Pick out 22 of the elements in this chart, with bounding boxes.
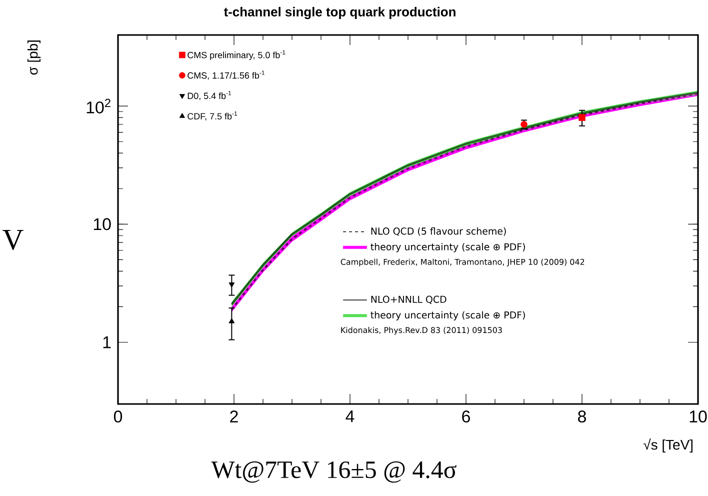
y-tick-label: 10$^{2}$	[86, 98, 110, 114]
legend-label: theory uncertainty (scale ⊕ PDF)	[370, 243, 525, 252]
x-tick-label: 10	[690, 410, 707, 423]
chart-title: t-channel single top quark production	[224, 6, 456, 20]
x-tick-label: 6	[462, 410, 470, 423]
legend-label: NLO QCD (5 flavour scheme)	[371, 227, 506, 236]
legend-label: theory uncertainty (scale ⊕ PDF)	[370, 311, 525, 320]
text: V	[2, 230, 24, 250]
x-tick-label: 0	[114, 410, 122, 423]
y-tick-label: 10	[94, 218, 111, 230]
x-axis-title: √s [TeV]	[644, 438, 692, 452]
y-axis-title: σ [pb]	[27, 40, 40, 75]
x-tick-label: 2	[230, 410, 238, 422]
legend-label: NLO+NNLL QCD	[371, 296, 446, 304]
legend-label: D0, 5.4 fb$^{-1}$	[188, 91, 232, 100]
x-tick-label: 8	[578, 410, 586, 423]
legend-label: CMS preliminary, 5.0 fb$^{-1}$	[188, 50, 286, 60]
legend-label: CMS, 1.17/1.56 fb$^{-1}$	[188, 70, 264, 80]
text: Wt@7TeV 16±5 @ 4.4σ	[211, 461, 456, 483]
y-tick-label: 1	[103, 336, 111, 348]
legend-label: CDF, 7.5 fb$^{-1}$	[188, 111, 238, 121]
x-tick-label: 4	[346, 410, 354, 422]
